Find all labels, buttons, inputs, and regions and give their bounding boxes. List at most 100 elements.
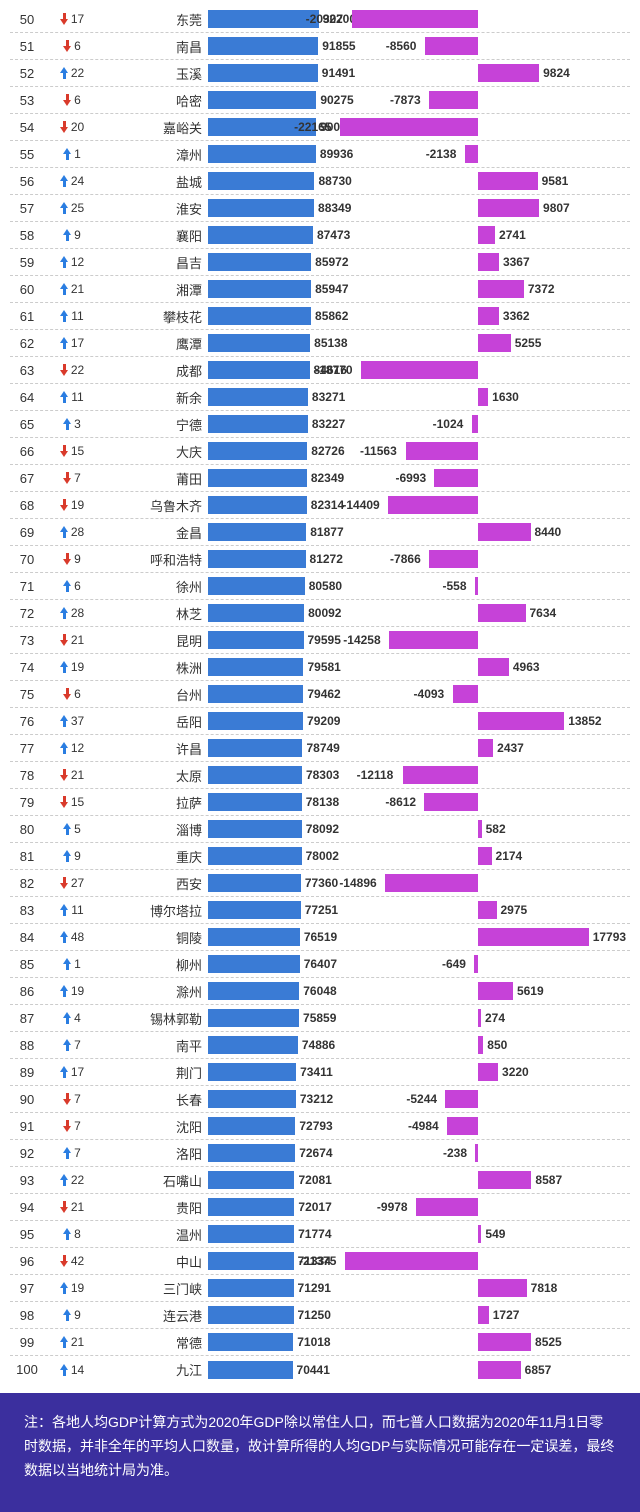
- rank-cell: 93: [10, 1173, 44, 1188]
- arrow-up-icon: [60, 283, 69, 295]
- gdp-value: 71291: [298, 1281, 331, 1295]
- diff-bar-cell: 7818: [338, 1279, 630, 1297]
- rank-change-value: 24: [71, 174, 84, 188]
- gdp-bar-cell: 76519: [208, 928, 338, 946]
- rank-change-cell: 15: [44, 444, 100, 458]
- city-cell: 新余: [100, 388, 208, 407]
- rank-cell: 61: [10, 309, 44, 324]
- rank-change-cell: 21: [44, 282, 100, 296]
- diff-bar: [478, 1036, 483, 1054]
- rank-cell: 80: [10, 822, 44, 837]
- diff-bar-cell: -8612: [338, 793, 630, 811]
- gdp-bar: [208, 253, 311, 271]
- gdp-bar: [208, 712, 303, 730]
- gdp-bar: [208, 1063, 296, 1081]
- arrow-up-icon: [60, 175, 69, 187]
- rank-change-cell: 11: [44, 903, 100, 917]
- arrow-up-icon: [63, 1228, 72, 1240]
- gdp-value: 76519: [304, 930, 337, 944]
- table-row: 6021湘潭859477372: [10, 276, 630, 303]
- arrow-up-icon: [60, 661, 69, 673]
- diff-bar: [434, 469, 478, 487]
- city-cell: 常德: [100, 1333, 208, 1352]
- diff-value: 1727: [493, 1308, 520, 1322]
- rank-change-value: 28: [71, 606, 84, 620]
- arrow-up-icon: [60, 607, 69, 619]
- table-row: 7228林芝800927634: [10, 600, 630, 627]
- rank-change-cell: 7: [44, 1146, 100, 1160]
- city-cell: 铜陵: [100, 928, 208, 947]
- diff-bar-cell: -238: [338, 1144, 630, 1162]
- arrow-up-icon: [60, 1364, 69, 1376]
- diff-bar: [445, 1090, 478, 1108]
- table-row: 5725淮安883499807: [10, 195, 630, 222]
- rank-cell: 53: [10, 93, 44, 108]
- gdp-bar: [208, 496, 307, 514]
- rank-cell: 64: [10, 390, 44, 405]
- diff-bar-cell: 850: [338, 1036, 630, 1054]
- diff-bar-cell: 17793: [338, 928, 630, 946]
- arrow-up-icon: [63, 580, 72, 592]
- rank-cell: 97: [10, 1281, 44, 1296]
- rank-cell: 74: [10, 660, 44, 675]
- gdp-bar-cell: 72017: [208, 1198, 338, 1216]
- table-row: 9421贵阳72017-9978: [10, 1194, 630, 1221]
- gdp-value: 76407: [304, 957, 337, 971]
- diff-value: -14409: [342, 498, 379, 512]
- diff-value: 4963: [513, 660, 540, 674]
- diff-value: 8525: [535, 1335, 562, 1349]
- diff-value: 2437: [497, 741, 524, 755]
- arrow-up-icon: [60, 931, 69, 943]
- diff-bar: [478, 280, 524, 298]
- rank-change-cell: 37: [44, 714, 100, 728]
- arrow-up-icon: [60, 391, 69, 403]
- rank-cell: 72: [10, 606, 44, 621]
- diff-value: 8587: [535, 1173, 562, 1187]
- diff-value: 274: [485, 1011, 505, 1025]
- rank-cell: 69: [10, 525, 44, 540]
- gdp-bar-cell: 78749: [208, 739, 338, 757]
- table-row: 8917荆门734113220: [10, 1059, 630, 1086]
- rank-cell: 77: [10, 741, 44, 756]
- rank-change-cell: 22: [44, 363, 100, 377]
- table-row: 6615大庆82726-11563: [10, 438, 630, 465]
- rank-cell: 56: [10, 174, 44, 189]
- arrow-up-icon: [60, 1336, 69, 1348]
- rank-cell: 95: [10, 1227, 44, 1242]
- rank-change-cell: 21: [44, 768, 100, 782]
- rank-change-value: 21: [71, 282, 84, 296]
- rank-cell: 96: [10, 1254, 44, 1269]
- gdp-bar: [208, 1009, 299, 1027]
- gdp-bar-cell: 79581: [208, 658, 338, 676]
- arrow-up-icon: [60, 715, 69, 727]
- diff-bar: [361, 361, 478, 379]
- rank-change-value: 4: [74, 1011, 81, 1025]
- gdp-bar-cell: 85862: [208, 307, 338, 325]
- gdp-value: 77360: [305, 876, 338, 890]
- gdp-bar: [208, 307, 311, 325]
- gdp-bar-cell: 78303: [208, 766, 338, 784]
- gdp-bar-cell: 83227: [208, 415, 338, 433]
- rank-change-cell: 25: [44, 201, 100, 215]
- rank-cell: 66: [10, 444, 44, 459]
- gdp-value: 71250: [298, 1308, 331, 1322]
- diff-bar-cell: 5255: [338, 334, 630, 352]
- gdp-bar: [208, 874, 301, 892]
- diff-bar: [478, 307, 499, 325]
- arrow-up-icon: [60, 310, 69, 322]
- city-cell: 三门峡: [100, 1279, 208, 1298]
- rank-change-value: 1: [74, 147, 81, 161]
- diff-value: -238: [443, 1146, 467, 1160]
- rank-cell: 75: [10, 687, 44, 702]
- gdp-bar-cell: 85947: [208, 280, 338, 298]
- table-row: 10014九江704416857: [10, 1356, 630, 1383]
- diff-bar: [478, 1333, 531, 1351]
- rank-cell: 62: [10, 336, 44, 351]
- rank-change-value: 12: [71, 741, 84, 755]
- rank-cell: 94: [10, 1200, 44, 1215]
- rank-change-cell: 6: [44, 93, 100, 107]
- gdp-bar-cell: 73212: [208, 1090, 338, 1108]
- diff-bar: [388, 496, 478, 514]
- rank-change-cell: 7: [44, 471, 100, 485]
- gdp-value: 72017: [298, 1200, 331, 1214]
